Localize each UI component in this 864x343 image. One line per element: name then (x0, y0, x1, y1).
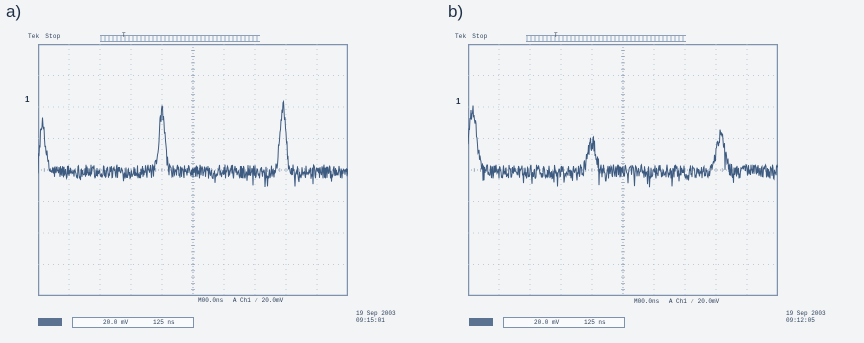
oscilloscope-screen (468, 44, 778, 296)
trigger-position-bar (100, 35, 260, 42)
datetime: 19 Sep 2003 09:12:05 (786, 310, 826, 324)
date-label: 19 Sep 2003 (786, 310, 826, 317)
horizontal-readout: M00.0ns (634, 298, 660, 305)
timebase-readout: 125 ns (584, 319, 606, 326)
brand-label: Tek (28, 33, 40, 40)
status-label: Stop (45, 33, 61, 40)
oscilloscope-screen (38, 44, 348, 296)
trigger-position-bar (526, 35, 686, 42)
trigger-readout: A Ch1 ∕ 20.0mV (668, 298, 720, 305)
channel-chip (38, 318, 62, 326)
scale-readout: 20.0 mV (534, 319, 560, 326)
scale-box: 20.0 mV 125 ns (72, 317, 194, 328)
horizontal-readout: M00.0ns (198, 297, 224, 304)
brand-label: Tek (455, 33, 467, 40)
signal-trace (468, 105, 778, 188)
channel-marker: 1 (25, 95, 30, 104)
time-label: 09:15:01 (356, 317, 385, 324)
scope-header: Tek Stop (28, 33, 60, 40)
time-label: 09:12:05 (786, 317, 815, 324)
trigger-position-marker: T (554, 32, 558, 39)
channel-marker: 1 (456, 97, 461, 106)
panel-label: a) (6, 2, 22, 21)
panel-b: b) Tek Stop T 1 M00.0ns A Ch1 ∕ 20.0mV 2… (432, 0, 864, 343)
panel-a: a) Tek Stop T 1 M00.0ns A Ch1 ∕ 20.0mV 2… (6, 2, 396, 328)
date-label: 19 Sep 2003 (356, 310, 396, 317)
datetime: 19 Sep 2003 09:15:01 (356, 310, 396, 324)
readout-row: M00.0ns A Ch1 ∕ 20.0mV (198, 297, 289, 304)
readout-row: M00.0ns A Ch1 ∕ 20.0mV (634, 298, 725, 305)
channel-chip (469, 318, 493, 326)
signal-trace (38, 99, 348, 188)
panel-label: b) (448, 2, 464, 21)
scale-box: 20.0 mV 125 ns (503, 317, 625, 328)
scale-readout: 20.0 mV (103, 319, 129, 326)
timebase-readout: 125 ns (153, 319, 175, 326)
trigger-position-marker: T (122, 32, 126, 39)
trigger-readout: A Ch1 ∕ 20.0mV (232, 297, 284, 304)
scope-header: Tek Stop (455, 33, 487, 40)
status-label: Stop (472, 33, 488, 40)
